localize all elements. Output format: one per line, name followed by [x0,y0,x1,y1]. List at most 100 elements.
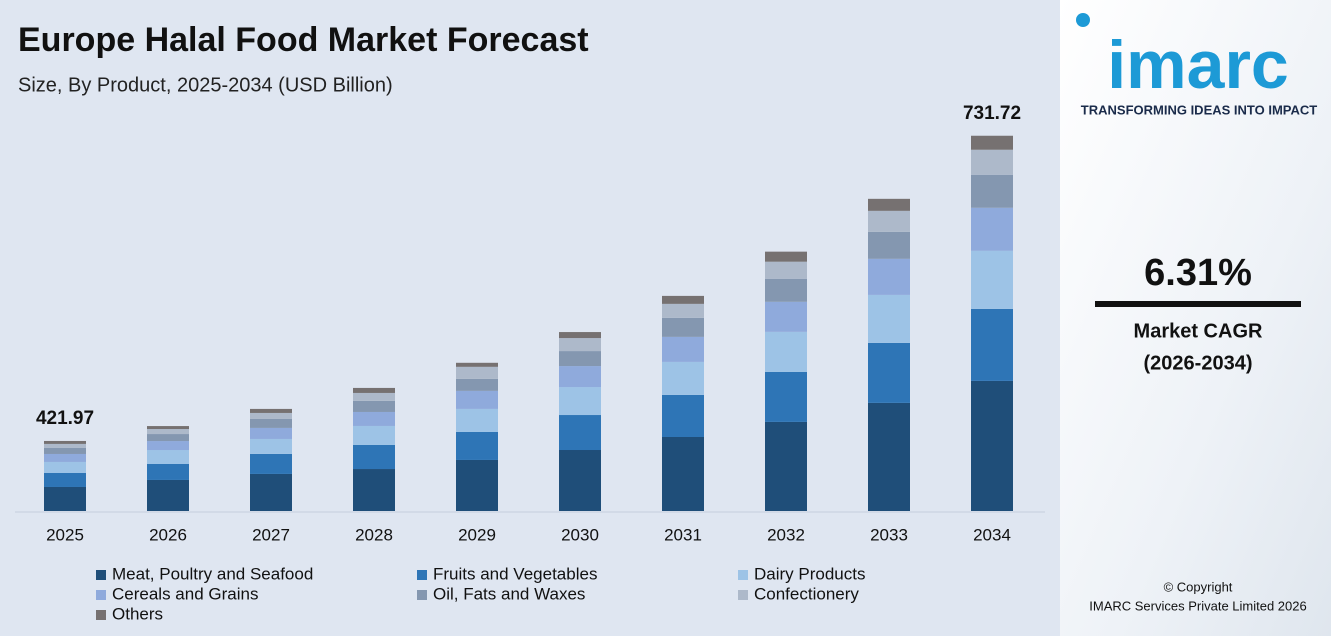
bar-segment [559,366,601,388]
bar-segment [971,250,1013,309]
bar-segment [44,443,86,448]
bar-segment [868,342,910,403]
bar-segment [662,317,704,337]
legend-label: Confectionery [754,584,859,603]
bar-segment [868,231,910,259]
legend-label: Fruits and Vegetables [433,564,597,583]
x-tick-label: 2034 [973,525,1011,544]
bar-segment [559,351,601,367]
sidebar-background [1060,0,1331,636]
bar-segment [765,251,807,262]
legend-swatch [96,570,106,580]
x-tick-label: 2030 [561,525,599,544]
bar-segment [250,427,292,439]
bar-segment [456,408,498,432]
bar-segment [765,301,807,332]
bar-segment [44,447,86,454]
x-tick-label: 2026 [149,525,187,544]
total-label: 731.72 [963,103,1021,124]
bar-segment [353,400,395,412]
bar-segment [559,332,601,339]
bar-segment [559,387,601,416]
bar-segment [662,436,704,511]
bar-segment [44,486,86,511]
legend-swatch [738,590,748,600]
bar-segment [765,371,807,422]
bar-segment [868,198,910,211]
bar-segment [559,415,601,451]
x-tick-label: 2032 [767,525,805,544]
x-tick-label: 2027 [252,525,290,544]
cagr-period: (2026-2034) [1144,352,1253,374]
bar-segment [662,303,704,318]
bar-segment [971,207,1013,251]
bar-segment [765,331,807,372]
legend-swatch [96,590,106,600]
x-tick-label: 2033 [870,525,908,544]
bar-segment [765,261,807,279]
bar-segment [971,135,1013,150]
x-tick-label: 2025 [46,525,84,544]
legend-label: Dairy Products [754,564,865,583]
bar-segment [868,402,910,511]
bar-segment [44,453,86,462]
legend-swatch [417,590,427,600]
bar-segment [662,336,704,362]
legend-swatch [417,570,427,580]
bar-segment [147,450,189,464]
bar-segment [44,440,86,444]
bar-segment [868,294,910,343]
bar-segment [456,362,498,367]
bar-segment [559,450,601,511]
copyright: © Copyright [1164,579,1233,594]
bar-segment [250,438,292,454]
cagr-rule [1095,301,1301,307]
chart-title: Europe Halal Food Market Forecast [18,21,589,59]
legend-swatch [738,570,748,580]
legend-label: Meat, Poultry and Seafood [112,564,313,583]
bar-segment [662,295,704,304]
bar-segment [250,473,292,511]
bar-segment [353,411,395,426]
bar-segment [456,459,498,511]
bar-segment [662,394,704,437]
bar-segment [353,444,395,470]
legend-label: Cereals and Grains [112,584,258,603]
tagline: TRANSFORMING IDEAS INTO IMPACT [1081,102,1317,117]
bar-segment [662,361,704,395]
x-tick-label: 2031 [664,525,702,544]
x-tick-label: 2029 [458,525,496,544]
bar-segment [44,461,86,473]
bar-segment [44,472,86,487]
legend-label: Oil, Fats and Waxes [433,584,585,603]
cagr-value: 6.31% [1144,252,1252,294]
legend-label: Others [112,604,163,623]
bar-segment [147,434,189,442]
x-tick-label: 2028 [355,525,393,544]
bar-segment [868,210,910,232]
bar-segment [250,408,292,413]
bar-segment [250,412,292,419]
bar-segment [765,278,807,302]
bar-segment [456,366,498,379]
bar-segment [147,426,189,430]
bar-segment [250,453,292,474]
bar-segment [971,380,1013,511]
bar-segment [353,425,395,445]
bar-segment [250,418,292,428]
chart-subtitle: Size, By Product, 2025-2034 (USD Billion… [18,74,393,96]
bar-segment [353,392,395,401]
bar-segment [971,174,1013,208]
bar-segment [147,479,189,511]
total-label: 421.97 [36,408,94,429]
company: IMARC Services Private Limited 2026 [1089,598,1306,613]
bar-segment [456,378,498,391]
legend-swatch [96,610,106,620]
bar-segment [559,338,601,352]
bar-segment [971,308,1013,381]
cagr-label: Market CAGR [1134,320,1263,342]
bar-segment [971,149,1013,175]
bar-segment [765,421,807,511]
bar-segment [147,429,189,435]
bar-segment [147,463,189,480]
